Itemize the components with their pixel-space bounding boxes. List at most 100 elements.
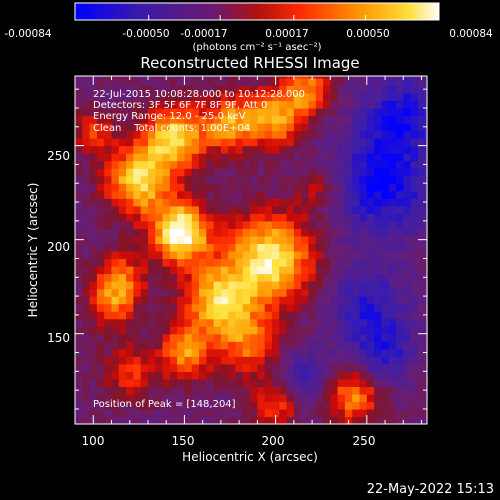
heatmap-cell: [199, 145, 207, 154]
heatmap-cell: [330, 363, 339, 372]
heatmap-cell: [279, 235, 288, 245]
heatmap-cell: [96, 326, 105, 335]
heatmap-cell: [271, 198, 280, 207]
heatmap-cell: [381, 281, 390, 290]
heatmap-cell: [344, 77, 353, 86]
heatmap-cell: [425, 190, 428, 199]
heatmap-cell: [301, 85, 310, 94]
heatmap-cell: [271, 85, 280, 94]
heatmap-cell: [75, 183, 83, 192]
heatmap-cell: [337, 288, 346, 297]
heatmap-cell: [366, 311, 375, 320]
heatmap-cell: [374, 303, 383, 312]
heatmap-cell: [184, 138, 193, 147]
heatmap-cell: [293, 393, 302, 403]
heatmap-cell: [381, 333, 390, 342]
heatmap-cell: [111, 250, 120, 260]
heatmap-cell: [82, 273, 91, 282]
heatmap-cell: [308, 303, 317, 312]
heatmap-cell: [140, 326, 149, 335]
heatmap-cell: [75, 250, 83, 260]
heatmap-cell: [177, 123, 186, 132]
heatmap-cell: [330, 356, 339, 365]
heatmap-cell: [89, 281, 98, 290]
heatmap-cell: [177, 363, 186, 372]
heatmap-cell: [308, 220, 317, 229]
heatmap-cell: [417, 243, 426, 252]
heatmap-cell: [257, 265, 266, 275]
heatmap-cell: [374, 198, 383, 207]
heatmap-cell: [89, 363, 98, 372]
heatmap-cell: [388, 303, 397, 312]
heatmap-cell: [118, 160, 127, 169]
heatmap-cell: [293, 273, 302, 282]
heatmap-cell: [417, 175, 426, 184]
heatmap-cell: [264, 220, 273, 229]
heatmap-cell: [213, 235, 222, 245]
heatmap-cell: [206, 213, 215, 222]
heatmap-cell: [162, 393, 171, 403]
heatmap-cell: [111, 296, 120, 305]
heatmap-cell: [191, 288, 200, 297]
heatmap-cell: [257, 281, 266, 290]
heatmap-cell: [126, 243, 134, 252]
heatmap-cell: [162, 265, 171, 275]
heatmap-cell: [293, 341, 302, 350]
heatmap-cell: [301, 228, 310, 237]
heatmap-cell: [104, 401, 113, 410]
heatmap-cell: [388, 100, 397, 109]
heatmap-cell: [242, 228, 251, 237]
heatmap-cell: [147, 85, 156, 94]
heatmap-cell: [417, 273, 426, 282]
heatmap-cell: [82, 265, 91, 275]
heatmap-cell: [213, 130, 222, 139]
heatmap-cell: [82, 333, 91, 342]
heatmap-cell: [155, 198, 164, 207]
heatmap-cell: [425, 183, 428, 192]
heatmap-cell: [264, 205, 273, 214]
heatmap-cell: [191, 371, 200, 380]
heatmap-cell: [264, 198, 273, 207]
heatmap-cell: [242, 326, 251, 335]
heatmap-cell: [264, 288, 273, 297]
heatmap-cell: [199, 107, 207, 117]
heatmap-cell: [220, 235, 229, 245]
heatmap-cell: [344, 378, 353, 387]
heatmap-cell: [89, 183, 98, 192]
heatmap-cell: [381, 371, 390, 380]
heatmap-cell: [199, 205, 207, 214]
heatmap-cell: [126, 273, 134, 282]
heatmap-cell: [264, 235, 273, 245]
heatmap-cell: [199, 190, 207, 199]
heatmap-cell: [82, 153, 91, 162]
heatmap-cell: [75, 213, 83, 222]
heatmap-cell: [308, 198, 317, 207]
heatmap-cell: [184, 130, 193, 139]
heatmap-cell: [118, 273, 127, 282]
heatmap-cell: [381, 92, 390, 102]
heatmap-cell: [89, 107, 98, 117]
heatmap-cell: [111, 408, 120, 418]
heatmap-cell: [417, 107, 426, 117]
heatmap-cell: [191, 408, 200, 418]
heatmap-cell: [381, 318, 390, 327]
heatmap-cell: [184, 190, 193, 199]
heatmap-cell: [191, 85, 200, 94]
heatmap-cell: [228, 76, 237, 79]
heatmap-cell: [177, 92, 186, 102]
heatmap-cell: [169, 250, 178, 260]
heatmap-cell: [323, 348, 331, 357]
heatmap-cell: [330, 386, 339, 395]
heatmap-cell: [337, 341, 346, 350]
heatmap-cell: [315, 303, 324, 312]
heatmap-cell: [337, 363, 346, 372]
heatmap-cell: [191, 356, 200, 365]
heatmap-cell: [213, 281, 222, 290]
heatmap-cell: [213, 115, 222, 124]
heatmap-cell: [140, 386, 149, 395]
heatmap-cell: [395, 326, 404, 335]
heatmap-cell: [388, 416, 397, 425]
heatmap-cell: [147, 138, 156, 147]
heatmap-cell: [220, 258, 229, 267]
heatmap-cell: [199, 160, 207, 169]
